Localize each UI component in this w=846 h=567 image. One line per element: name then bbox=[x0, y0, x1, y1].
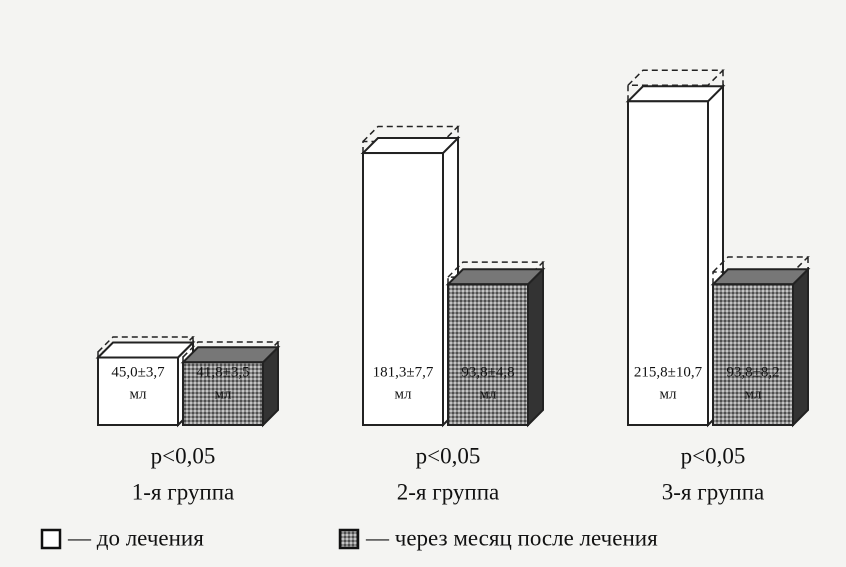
bar-top bbox=[710, 268, 811, 286]
bar-top bbox=[95, 341, 196, 359]
unit-label: мл bbox=[660, 386, 677, 402]
value-label: 215,8±10,7 bbox=[634, 364, 703, 380]
bar-top bbox=[360, 137, 461, 155]
bar bbox=[182, 361, 264, 426]
p-annotation: p<0,05 bbox=[151, 443, 216, 468]
bar bbox=[712, 283, 794, 426]
x-tick-label: 1-я группа bbox=[132, 479, 234, 504]
bar bbox=[362, 152, 444, 427]
p-annotation: p<0,05 bbox=[681, 443, 746, 468]
legend-swatch bbox=[40, 528, 62, 550]
bar-top bbox=[625, 85, 726, 103]
x-tick-label: 3-я группа bbox=[662, 479, 764, 504]
unit-label: мл bbox=[130, 386, 147, 402]
x-tick-label: 2-я группа bbox=[397, 479, 499, 504]
error-box bbox=[447, 261, 545, 293]
bar-side bbox=[792, 266, 809, 428]
value-label: 93,8±8,2 bbox=[726, 364, 779, 380]
value-label: 45,0±3,7 bbox=[111, 364, 165, 380]
value-label: 41,8±3,5 bbox=[196, 364, 249, 380]
legend-swatch bbox=[338, 528, 360, 550]
value-label: 93,8±4,8 bbox=[461, 364, 514, 380]
bar-side bbox=[527, 266, 544, 428]
unit-label: мл bbox=[480, 386, 497, 402]
bar-top bbox=[180, 346, 281, 364]
bar bbox=[97, 356, 179, 426]
unit-label: мл bbox=[395, 386, 412, 402]
value-label: 181,3±7,7 bbox=[373, 364, 434, 380]
error-box bbox=[627, 69, 725, 119]
bar bbox=[447, 283, 529, 426]
unit-label: мл bbox=[215, 386, 232, 402]
legend-label: — до лечения bbox=[67, 525, 204, 550]
p-annotation: p<0,05 bbox=[416, 443, 481, 468]
unit-label: мл bbox=[745, 386, 762, 402]
legend-label: — через месяц после лечения bbox=[365, 525, 658, 550]
bar bbox=[627, 100, 709, 427]
bar-top bbox=[445, 268, 546, 286]
